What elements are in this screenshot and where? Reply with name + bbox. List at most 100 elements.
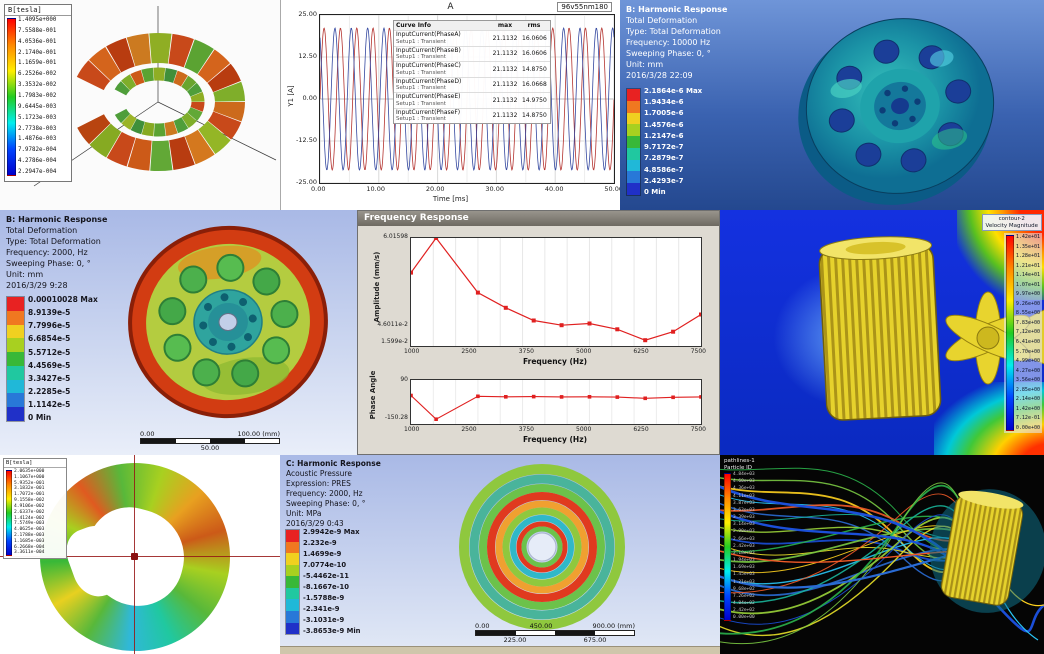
colorbar-value: 4.2786e-004: [18, 158, 57, 165]
colorbar-band: [286, 553, 299, 565]
axis-tick-label: 0.00: [311, 185, 326, 193]
data-marker: [615, 395, 620, 399]
gear-rotor: [818, 236, 942, 421]
colorbar-value: 5.9352e-001: [14, 480, 45, 486]
colorbar-value: 1.42e+00: [1015, 405, 1040, 412]
coil-segment: [76, 60, 111, 91]
colorbar-value: 2.14e+00: [1015, 396, 1040, 403]
panel-harmonic-response-2000hz: B: Harmonic Response Total Deformation Typ…: [0, 210, 357, 455]
amplitude-chart: [410, 237, 702, 347]
legend-title: B[tesla]: [4, 459, 66, 468]
result-header: C: Harmonic Response Acoustic Pressure Exp…: [286, 459, 381, 529]
velocity-colorbar: 1.42e+01 1.35e+01 1.28e+01 1.21e+01 1.14e+01…: [1003, 233, 1042, 433]
colorbar-value: 4.36e+03: [733, 486, 755, 492]
x-axis-label: Time [ms]: [432, 195, 469, 203]
colorbar-value: 7.12e-01: [1015, 415, 1040, 422]
colorbar-value: 3.63e+03: [733, 507, 755, 513]
colorbar-band: [7, 297, 24, 311]
colorbar-value: 2.2947e-004: [18, 169, 57, 176]
colorbar-band: [286, 576, 299, 588]
coil-inner-segment: [114, 108, 131, 124]
colorbar-value: -3.8653e-9 Min: [303, 627, 361, 636]
gear-rotor: [929, 489, 1044, 613]
coil-inner-segment: [186, 82, 203, 97]
coil-inner-segment: [173, 117, 189, 134]
scale-bar: 0.00 450.00 900.00 (mm) 225.00 675.00: [475, 622, 635, 645]
colorbar-value: 9.97e+00: [1015, 291, 1040, 298]
colorbar-band: [286, 622, 299, 635]
frequency-axis-label: Frequency (Hz): [522, 357, 587, 366]
text-line: Sweeping Phase: 0, °: [626, 49, 711, 58]
coil-inner-segment: [141, 121, 155, 137]
text-line: Sweeping Phase: 0, °: [6, 259, 91, 268]
phase-tick: 90: [400, 376, 408, 383]
axis-tick-label: 20.00: [425, 185, 445, 193]
colorbar-value: 1.4699e-9: [303, 550, 342, 559]
curve-info-row: InputCurrent(PhaseC) Setup1 : Transient 21…: [394, 61, 550, 77]
colorbar-strip: [285, 529, 300, 635]
axis-tick-label: 3750: [518, 426, 534, 433]
colorbar-value: 9.6445e-003: [18, 103, 57, 110]
colorbar-band: [627, 136, 640, 148]
colorbar-value: 1.42e+01: [1015, 234, 1040, 240]
colorbar-value: 7.0774e-10: [303, 561, 347, 570]
colorbar-band: [7, 365, 24, 380]
colorbar-value: 4.9106e-002: [14, 503, 45, 509]
data-marker: [671, 329, 676, 334]
colorbar-value: 9.68e+02: [733, 586, 755, 592]
colorbar-value: 4.4569e-5: [28, 360, 71, 370]
colorbar-value: 1.69e+03: [733, 565, 755, 571]
scale-q3: 675.00: [583, 636, 607, 644]
colorbar-band: [7, 352, 24, 366]
colorbar-band: [7, 338, 24, 353]
colorbar-value: 0 Min: [28, 413, 52, 423]
curve-info-row: InputCurrent(PhaseA) Setup1 : Transient 21…: [394, 30, 550, 46]
colorbar-value: 2.18e+03: [733, 550, 755, 556]
data-marker: [643, 338, 648, 343]
axis-tick-label: 50.00: [604, 185, 620, 193]
curve-info-row: InputCurrent(PhaseD) Setup1 : Transient 21…: [394, 76, 550, 93]
coil-segment: [197, 120, 231, 155]
colorbar-value: 4.27e+00: [1015, 367, 1040, 374]
axis-tick-label: 7500: [690, 348, 706, 355]
axis-tick-label: 5000: [576, 348, 592, 355]
scale-bar-sub: 225.00 675.00: [475, 636, 635, 645]
colorbar-value: 1.9434e-6: [644, 98, 684, 107]
colorbar-value: -5.4462e-11: [303, 572, 349, 581]
colorbar-band: [627, 183, 640, 196]
colorbar-value: -8.1667e-10: [303, 583, 349, 592]
window-bottom-strip: [280, 646, 720, 654]
text-line: Acoustic Pressure: [286, 469, 352, 478]
data-marker: [559, 323, 564, 328]
colorbar-value: 9.26e+00: [1015, 300, 1040, 307]
wheel-deformation-view: [128, 225, 328, 419]
curve-info-legend: Curve Info max rms InputCurrent(PhaseA) Setu…: [393, 20, 551, 124]
coil-segment: [88, 46, 122, 82]
data-marker: [699, 312, 701, 317]
colorbar-band: [286, 530, 299, 542]
coil-segment: [184, 129, 215, 165]
data-marker: [434, 417, 438, 421]
colorbar-band: [627, 171, 640, 184]
text-line: B: Harmonic Response: [626, 5, 728, 14]
legend-title: B[tesla]: [5, 5, 71, 16]
coil-inner-segment: [190, 91, 205, 103]
scale-max: 100.00 (mm): [237, 430, 280, 438]
colorbar-value: 1.21e+03: [733, 579, 755, 585]
colorbar-value: 1.45e+03: [733, 572, 755, 578]
axis-tick-label: 5000: [576, 426, 592, 433]
coil-inner-segment: [141, 67, 155, 83]
colorbar-value: 2.90e+03: [733, 529, 755, 535]
colorbar-value: 1.4124e-002: [14, 515, 45, 521]
text-line: contour-2: [998, 216, 1025, 222]
scale-max: 900.00 (mm): [592, 622, 635, 630]
streamline: [720, 553, 951, 589]
scale-bar: 0.00 100.00 (mm) 50.00: [140, 430, 280, 453]
model-label: 96v55nm180: [557, 2, 612, 12]
colorbar-value: 4.60e+03: [733, 479, 755, 485]
window-title-bar[interactable]: Frequency Response: [358, 211, 719, 226]
text-line: Total Deformation: [626, 16, 698, 25]
coil-inner-segment: [121, 74, 137, 91]
text-line: Total Deformation: [6, 226, 78, 235]
